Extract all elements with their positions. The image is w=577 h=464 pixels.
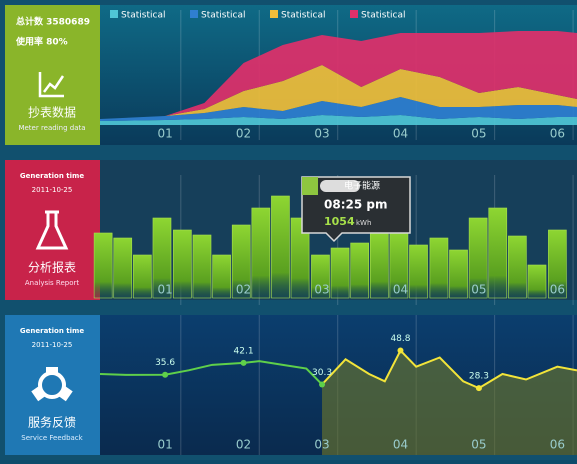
bar — [311, 254, 330, 299]
bar — [350, 242, 370, 299]
stat: 使用率 80% — [15, 36, 68, 48]
point-label: 30.3 — [312, 368, 332, 378]
legend-label: Statistical — [281, 11, 325, 21]
feedback-icon — [31, 367, 73, 402]
bar — [508, 235, 527, 299]
x-tick-label: 06 — [550, 283, 565, 297]
sidebar-date: 2011-10-25 — [32, 186, 73, 194]
tooltip-time: 08:25 pm — [324, 198, 387, 212]
sidebar-title: 抄表数据 — [28, 105, 76, 120]
sidebar-title: 分析报表 — [28, 260, 76, 275]
x-tick-label: 01 — [157, 283, 172, 297]
sidebar-1 — [5, 5, 100, 145]
legend-swatch — [270, 10, 278, 18]
point — [319, 381, 326, 388]
tooltip-name: 电子能源 — [344, 180, 380, 192]
chart-icon — [38, 72, 65, 98]
legend-swatch — [190, 10, 198, 18]
tooltip-value: 1054 — [324, 215, 355, 228]
point — [475, 385, 482, 392]
x-tick-label: 01 — [157, 127, 172, 141]
area — [100, 65, 577, 119]
bar — [173, 229, 192, 299]
x-tick-label: 02 — [236, 127, 251, 141]
x-tick-label: 03 — [314, 283, 329, 297]
point — [162, 371, 169, 378]
area — [100, 31, 577, 119]
sidebar-subtitle: Meter reading data — [18, 124, 85, 132]
point-label: 42.1 — [234, 346, 254, 356]
x-tick-label: 04 — [393, 438, 408, 452]
bar — [527, 264, 547, 299]
bar — [271, 195, 290, 299]
tooltip-mask — [320, 180, 360, 192]
x-tick-label: 04 — [393, 283, 408, 297]
tooltip-unit: kWh — [356, 219, 371, 227]
bar — [429, 237, 449, 299]
legend-swatch — [350, 10, 358, 18]
point — [240, 359, 247, 366]
x-tick-label: 02 — [236, 438, 251, 452]
point-label: 28.3 — [469, 372, 489, 382]
tooltip-icon — [302, 177, 318, 195]
sidebar-subtitle: Analysis Report — [25, 279, 80, 287]
bar — [251, 207, 271, 299]
bar — [369, 231, 389, 299]
x-tick-label: 04 — [393, 127, 408, 141]
area — [100, 97, 577, 121]
point-label: 35.6 — [155, 358, 175, 368]
line — [99, 360, 323, 386]
area — [100, 115, 577, 125]
x-tick-label: 06 — [550, 438, 565, 452]
bar — [133, 254, 152, 299]
bar — [231, 224, 251, 299]
x-tick-label: 03 — [314, 438, 329, 452]
bar — [113, 237, 133, 299]
sidebar-label: Generation time — [20, 327, 84, 335]
bar — [330, 247, 350, 299]
bar — [93, 232, 113, 299]
sidebar-title: 服务反馈 — [28, 415, 76, 430]
flask-icon — [35, 210, 69, 250]
point — [397, 347, 404, 354]
bar — [152, 217, 172, 299]
legend-swatch — [110, 10, 118, 18]
x-tick-label: 06 — [550, 127, 565, 141]
x-tick-label: 03 — [314, 127, 329, 141]
bar — [488, 207, 508, 299]
bar — [192, 234, 212, 299]
x-tick-label: 02 — [236, 283, 251, 297]
sidebar-2 — [5, 160, 100, 300]
bar — [449, 249, 468, 299]
bar — [409, 244, 428, 299]
tooltip: 电子能源 08:25 pm 1054 kWh — [301, 176, 411, 243]
bar — [468, 217, 488, 299]
sidebar-3 — [5, 315, 100, 455]
point-label: 48.8 — [390, 334, 410, 344]
charts: Statistical Statistical Statistical Statist… — [93, 10, 577, 455]
legend-label: Statistical — [201, 11, 245, 21]
sidebar-label: Generation time — [20, 172, 84, 180]
sidebar-date: 2011-10-25 — [32, 341, 73, 349]
bar — [548, 229, 567, 299]
tooltip-box — [301, 176, 411, 243]
x-tick-label: 01 — [157, 438, 172, 452]
sidebar-subtitle: Service Feedback — [21, 434, 83, 442]
line — [321, 348, 577, 390]
stat: 总计数 3580689 — [16, 16, 90, 28]
bar — [290, 217, 310, 299]
legend-label: Statistical — [361, 11, 405, 21]
legend-label: Statistical — [121, 11, 165, 21]
x-tick-label: 05 — [471, 438, 486, 452]
bar — [212, 254, 231, 299]
x-tick-label: 05 — [471, 127, 486, 141]
x-tick-label: 05 — [471, 283, 486, 297]
